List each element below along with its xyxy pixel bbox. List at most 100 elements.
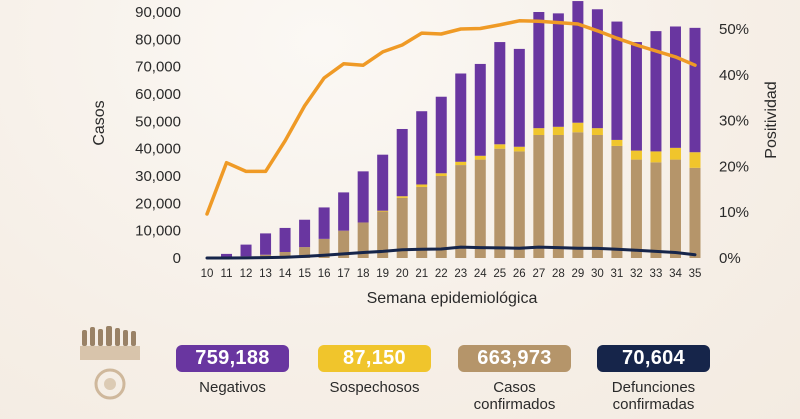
bar-casos-confirmados bbox=[396, 197, 408, 258]
bar-casos-confirmados bbox=[357, 222, 369, 258]
bar-sospechosos bbox=[611, 139, 623, 146]
y-tick-label: 20,000 bbox=[135, 195, 181, 212]
x-tick-label: 34 bbox=[669, 268, 682, 280]
bar-negativos bbox=[533, 12, 545, 129]
bar-negativos bbox=[435, 96, 447, 174]
y-tick-label: 40,000 bbox=[135, 141, 181, 158]
y-axis-label: Casos bbox=[91, 100, 108, 145]
x-tick-label: 22 bbox=[435, 268, 448, 280]
bar-negativos bbox=[474, 63, 486, 156]
bar-casos-confirmados bbox=[513, 151, 525, 258]
x-tick-label: 10 bbox=[201, 268, 214, 280]
bar-sospechosos bbox=[669, 147, 681, 160]
bar-casos-confirmados bbox=[591, 135, 603, 258]
y2-tick-label: 50% bbox=[719, 21, 749, 38]
bar-casos-confirmados bbox=[435, 176, 447, 258]
bar-sospechosos bbox=[630, 150, 642, 160]
bar-sospechosos bbox=[435, 173, 447, 176]
bar-negativos bbox=[221, 253, 233, 258]
confirmados-caption: Casos confirmados bbox=[473, 379, 556, 413]
bar-negativos bbox=[611, 21, 623, 140]
bar-sospechosos bbox=[377, 210, 389, 212]
bar-negativos bbox=[318, 207, 330, 239]
y-tick-label: 80,000 bbox=[135, 31, 181, 48]
bar-casos-confirmados bbox=[689, 167, 701, 258]
bar-sospechosos bbox=[455, 161, 467, 166]
bar-sospechosos bbox=[533, 128, 545, 135]
bar-negativos bbox=[669, 26, 681, 148]
bar-casos-confirmados bbox=[474, 159, 486, 258]
x-tick-label: 27 bbox=[532, 268, 545, 280]
bar-casos-confirmados bbox=[533, 135, 545, 258]
x-tick-label: 18 bbox=[357, 268, 370, 280]
bar-negativos bbox=[357, 171, 369, 223]
y2-tick-label: 40% bbox=[719, 67, 749, 84]
bar-negativos bbox=[299, 219, 311, 248]
bar-sospechosos bbox=[689, 152, 701, 168]
bar-negativos bbox=[650, 31, 662, 152]
x-tick-label: 33 bbox=[650, 268, 663, 280]
negativos-caption: Negativos bbox=[199, 379, 266, 396]
sospechosos-total: 87,150 bbox=[318, 345, 431, 372]
bar-negativos bbox=[572, 1, 584, 123]
bar-casos-confirmados bbox=[377, 211, 389, 258]
bar-negativos bbox=[416, 111, 428, 185]
defunciones-caption: Defunciones confirmadas bbox=[611, 379, 696, 413]
bar-negativos bbox=[377, 154, 389, 211]
bar-sospechosos bbox=[650, 151, 662, 163]
x-tick-label: 15 bbox=[298, 268, 311, 280]
bar-sospechosos bbox=[552, 126, 564, 135]
y-tick-label: 0 bbox=[173, 250, 181, 267]
bar-casos-confirmados bbox=[494, 148, 506, 258]
bar-negativos bbox=[630, 42, 642, 151]
y-tick-label: 10,000 bbox=[135, 223, 181, 240]
bar-negativos bbox=[513, 48, 525, 147]
y-tick-label: 60,000 bbox=[135, 86, 181, 103]
sospechosos-caption: Sospechosos bbox=[329, 379, 420, 396]
bar-sospechosos bbox=[494, 144, 506, 149]
bar-casos-confirmados bbox=[299, 247, 311, 258]
bar-sospechosos bbox=[474, 155, 486, 160]
y2-tick-label: 20% bbox=[719, 158, 749, 175]
bar-negativos bbox=[689, 27, 701, 153]
defunciones-total: 70,604 bbox=[597, 345, 710, 372]
x-tick-label: 12 bbox=[240, 268, 253, 280]
y-tick-label: 70,000 bbox=[135, 59, 181, 76]
y2-tick-label: 10% bbox=[719, 204, 749, 221]
x-tick-label: 28 bbox=[552, 268, 565, 280]
x-tick-label: 14 bbox=[279, 268, 292, 280]
y2-axis-label: Positividad bbox=[763, 81, 780, 158]
bar-negativos bbox=[240, 244, 252, 257]
bar-negativos bbox=[338, 192, 350, 231]
bar-casos-confirmados bbox=[572, 132, 584, 258]
x-tick-label: 19 bbox=[376, 268, 389, 280]
bar-negativos bbox=[494, 42, 506, 145]
y2-tick-label: 30% bbox=[719, 113, 749, 130]
bar-sospechosos bbox=[591, 128, 603, 135]
bar-negativos bbox=[591, 9, 603, 129]
y-tick-label: 90,000 bbox=[135, 4, 181, 21]
bar-casos-confirmados bbox=[455, 165, 467, 258]
bar-casos-confirmados bbox=[416, 186, 428, 258]
x-tick-label: 29 bbox=[571, 268, 584, 280]
bar-negativos bbox=[396, 128, 408, 197]
x-tick-label: 13 bbox=[259, 268, 272, 280]
bar-sospechosos bbox=[396, 196, 408, 198]
bar-casos-confirmados bbox=[650, 162, 662, 258]
bar-sospechosos bbox=[513, 146, 525, 152]
x-tick-label: 25 bbox=[493, 268, 506, 280]
x-tick-label: 21 bbox=[415, 268, 428, 280]
bar-sospechosos bbox=[572, 122, 584, 133]
government-emblem-icon bbox=[80, 326, 140, 400]
x-tick-label: 35 bbox=[689, 268, 702, 280]
x-tick-label: 23 bbox=[454, 268, 467, 280]
bar-casos-confirmados bbox=[669, 159, 681, 258]
bar-negativos bbox=[279, 227, 291, 252]
line-defunciones bbox=[205, 245, 697, 260]
bar-casos-confirmados bbox=[630, 159, 642, 258]
x-tick-label: 16 bbox=[318, 268, 331, 280]
x-axis-label: Semana epidemiológica bbox=[367, 290, 538, 307]
confirmados-total: 663,973 bbox=[458, 345, 571, 372]
y2-tick-label: 0% bbox=[719, 250, 741, 267]
bar-negativos bbox=[260, 233, 272, 255]
